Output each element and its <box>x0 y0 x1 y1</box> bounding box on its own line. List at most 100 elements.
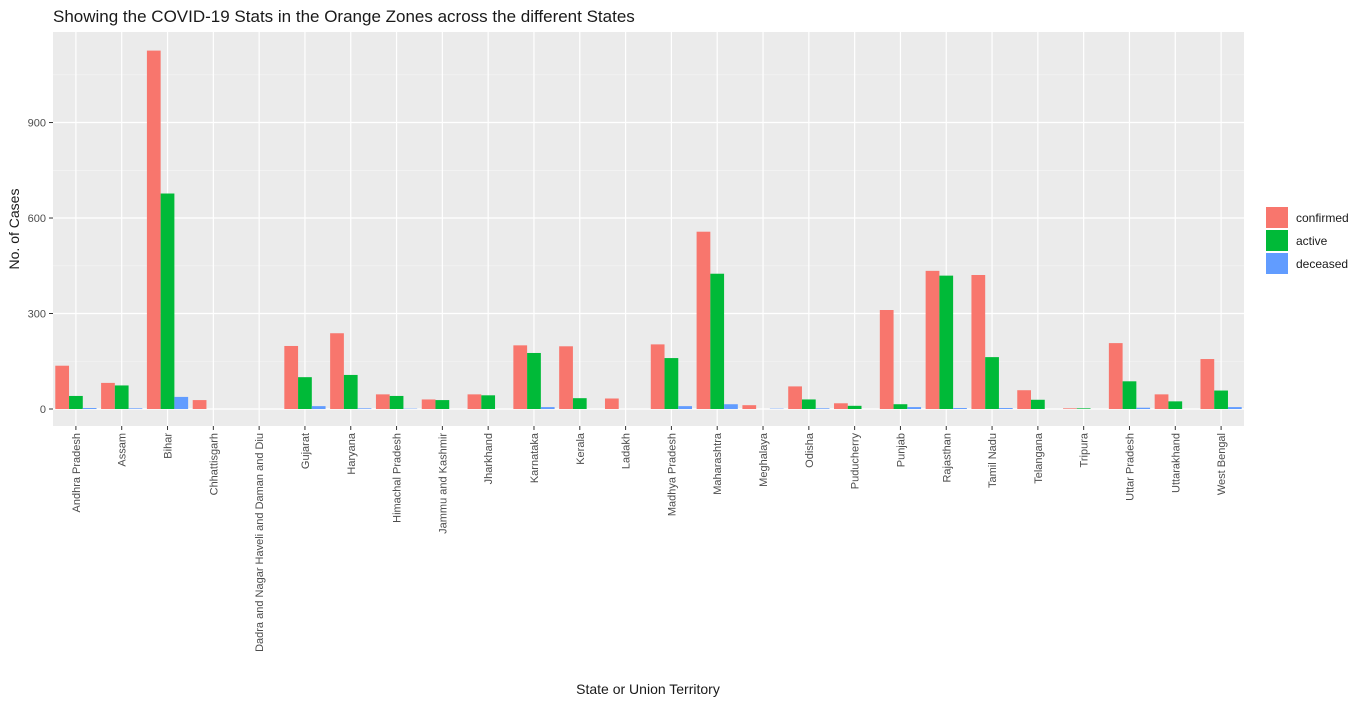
bar-active <box>1122 381 1137 409</box>
bar-deceased <box>998 408 1013 409</box>
legend-key-deceased <box>1266 253 1288 274</box>
bar-confirmed <box>834 403 848 409</box>
bar-active <box>1030 399 1045 409</box>
bar-active <box>481 395 496 409</box>
x-tick-label: Tamil Nadu <box>987 433 999 488</box>
bar-active <box>527 352 541 409</box>
y-axis: 0 300 600 900 <box>28 118 53 416</box>
x-tick-label: Andhra Pradesh <box>71 433 83 513</box>
bar-deceased <box>724 404 738 409</box>
bar-deceased <box>678 406 693 409</box>
bar-active <box>893 404 908 409</box>
bar-deceased <box>907 407 922 409</box>
x-axis: Andhra Pradesh Assam Bihar Chhattisgarh Dadr… <box>71 426 1228 652</box>
bar-confirmed <box>604 398 619 409</box>
bar-active <box>160 193 175 409</box>
bar-deceased <box>82 408 97 409</box>
bar-confirmed <box>192 400 207 409</box>
bar-confirmed <box>879 310 894 409</box>
x-tick-label: Meghalaya <box>758 432 770 487</box>
bar-active <box>1076 408 1091 409</box>
bar-active <box>710 273 725 409</box>
bar-active <box>1214 390 1228 409</box>
x-tick-label: Punjab <box>895 433 907 467</box>
x-tick-label: Assam <box>117 433 129 467</box>
x-tick-label: Madhya Pradesh <box>666 433 678 516</box>
bar-confirmed <box>1154 394 1169 409</box>
bar-confirmed <box>925 270 940 409</box>
bar-deceased <box>1136 407 1151 409</box>
bar-active <box>435 400 450 409</box>
x-tick-label: Odisha <box>804 432 816 468</box>
y-tick-label: 900 <box>28 118 46 130</box>
bar-confirmed <box>101 382 115 409</box>
bar-active <box>389 395 404 409</box>
x-tick-label: Karnataka <box>529 432 541 483</box>
bar-deceased <box>174 396 189 409</box>
bar-active <box>847 405 862 409</box>
bar-active <box>801 399 816 409</box>
x-tick-label: Jammu and Kashmir <box>437 433 449 534</box>
x-axis-title: State or Union Territory <box>576 681 720 697</box>
x-tick-label: Puducherry <box>850 433 862 490</box>
bar-active <box>1168 401 1183 409</box>
bar-confirmed <box>467 394 482 409</box>
bar-confirmed <box>513 345 528 409</box>
bar-confirmed <box>375 394 390 409</box>
x-tick-label: Himachal Pradesh <box>392 433 404 523</box>
chart-title: Showing the COVID-19 Stats in the Orange… <box>53 7 635 26</box>
x-tick-label: Bihar <box>163 433 175 459</box>
x-tick-label: Tripura <box>1079 432 1091 467</box>
bar-confirmed <box>650 344 665 409</box>
bar-confirmed <box>421 399 436 409</box>
bar-deceased <box>311 406 326 409</box>
bar-confirmed <box>146 50 161 409</box>
bar-confirmed <box>696 231 711 409</box>
x-tick-label: Uttar Pradesh <box>1124 433 1136 501</box>
x-tick-label: Rajasthan <box>941 433 953 483</box>
bars <box>55 50 1242 409</box>
y-tick-label: 300 <box>28 309 46 321</box>
x-tick-label: Telangana <box>1033 432 1045 484</box>
x-tick-label: Jharkhand <box>483 433 495 484</box>
x-tick-label: Haryana <box>346 432 358 474</box>
x-tick-label: Uttarakhand <box>1170 433 1182 493</box>
bar-active <box>114 385 129 409</box>
bar-confirmed <box>330 333 344 409</box>
legend-key-confirmed <box>1266 207 1288 228</box>
bar-deceased <box>357 408 372 409</box>
bar-confirmed <box>1063 408 1077 409</box>
bar-confirmed <box>742 405 757 409</box>
x-tick-label: Ladakh <box>621 433 633 469</box>
x-tick-label: Maharashtra <box>712 432 724 495</box>
legend-label-confirmed: confirmed <box>1296 211 1349 225</box>
legend: confirmed active deceased <box>1266 207 1349 274</box>
bar-confirmed <box>284 345 299 409</box>
x-tick-label: Gujarat <box>300 433 312 469</box>
plot-panel <box>53 32 1244 426</box>
bar-confirmed <box>971 274 986 409</box>
bar-active <box>298 377 312 409</box>
x-tick-label: Kerala <box>575 432 587 465</box>
bar-active <box>985 357 999 409</box>
bar-confirmed <box>1200 359 1215 409</box>
y-tick-label: 600 <box>28 213 46 225</box>
bar-deceased <box>540 407 555 409</box>
bar-confirmed <box>788 386 802 409</box>
x-tick-label: West Bengal <box>1216 433 1228 495</box>
legend-label-deceased: deceased <box>1296 257 1348 271</box>
bar-confirmed <box>1017 390 1031 409</box>
bar-confirmed <box>55 365 70 409</box>
bar-deceased <box>953 408 967 409</box>
x-tick-label: Chhattisgarh <box>208 433 220 495</box>
legend-label-active: active <box>1296 234 1328 248</box>
bar-deceased <box>1227 407 1242 409</box>
bar-deceased <box>815 408 830 409</box>
x-tick-label: Dadra and Nagar Haveli and Daman and Diu <box>254 433 266 652</box>
bar-active <box>343 374 358 409</box>
bar-active <box>69 395 83 409</box>
y-tick-label: 0 <box>40 404 46 416</box>
y-axis-title: No. of Cases <box>6 189 22 270</box>
bar-active <box>939 275 954 409</box>
